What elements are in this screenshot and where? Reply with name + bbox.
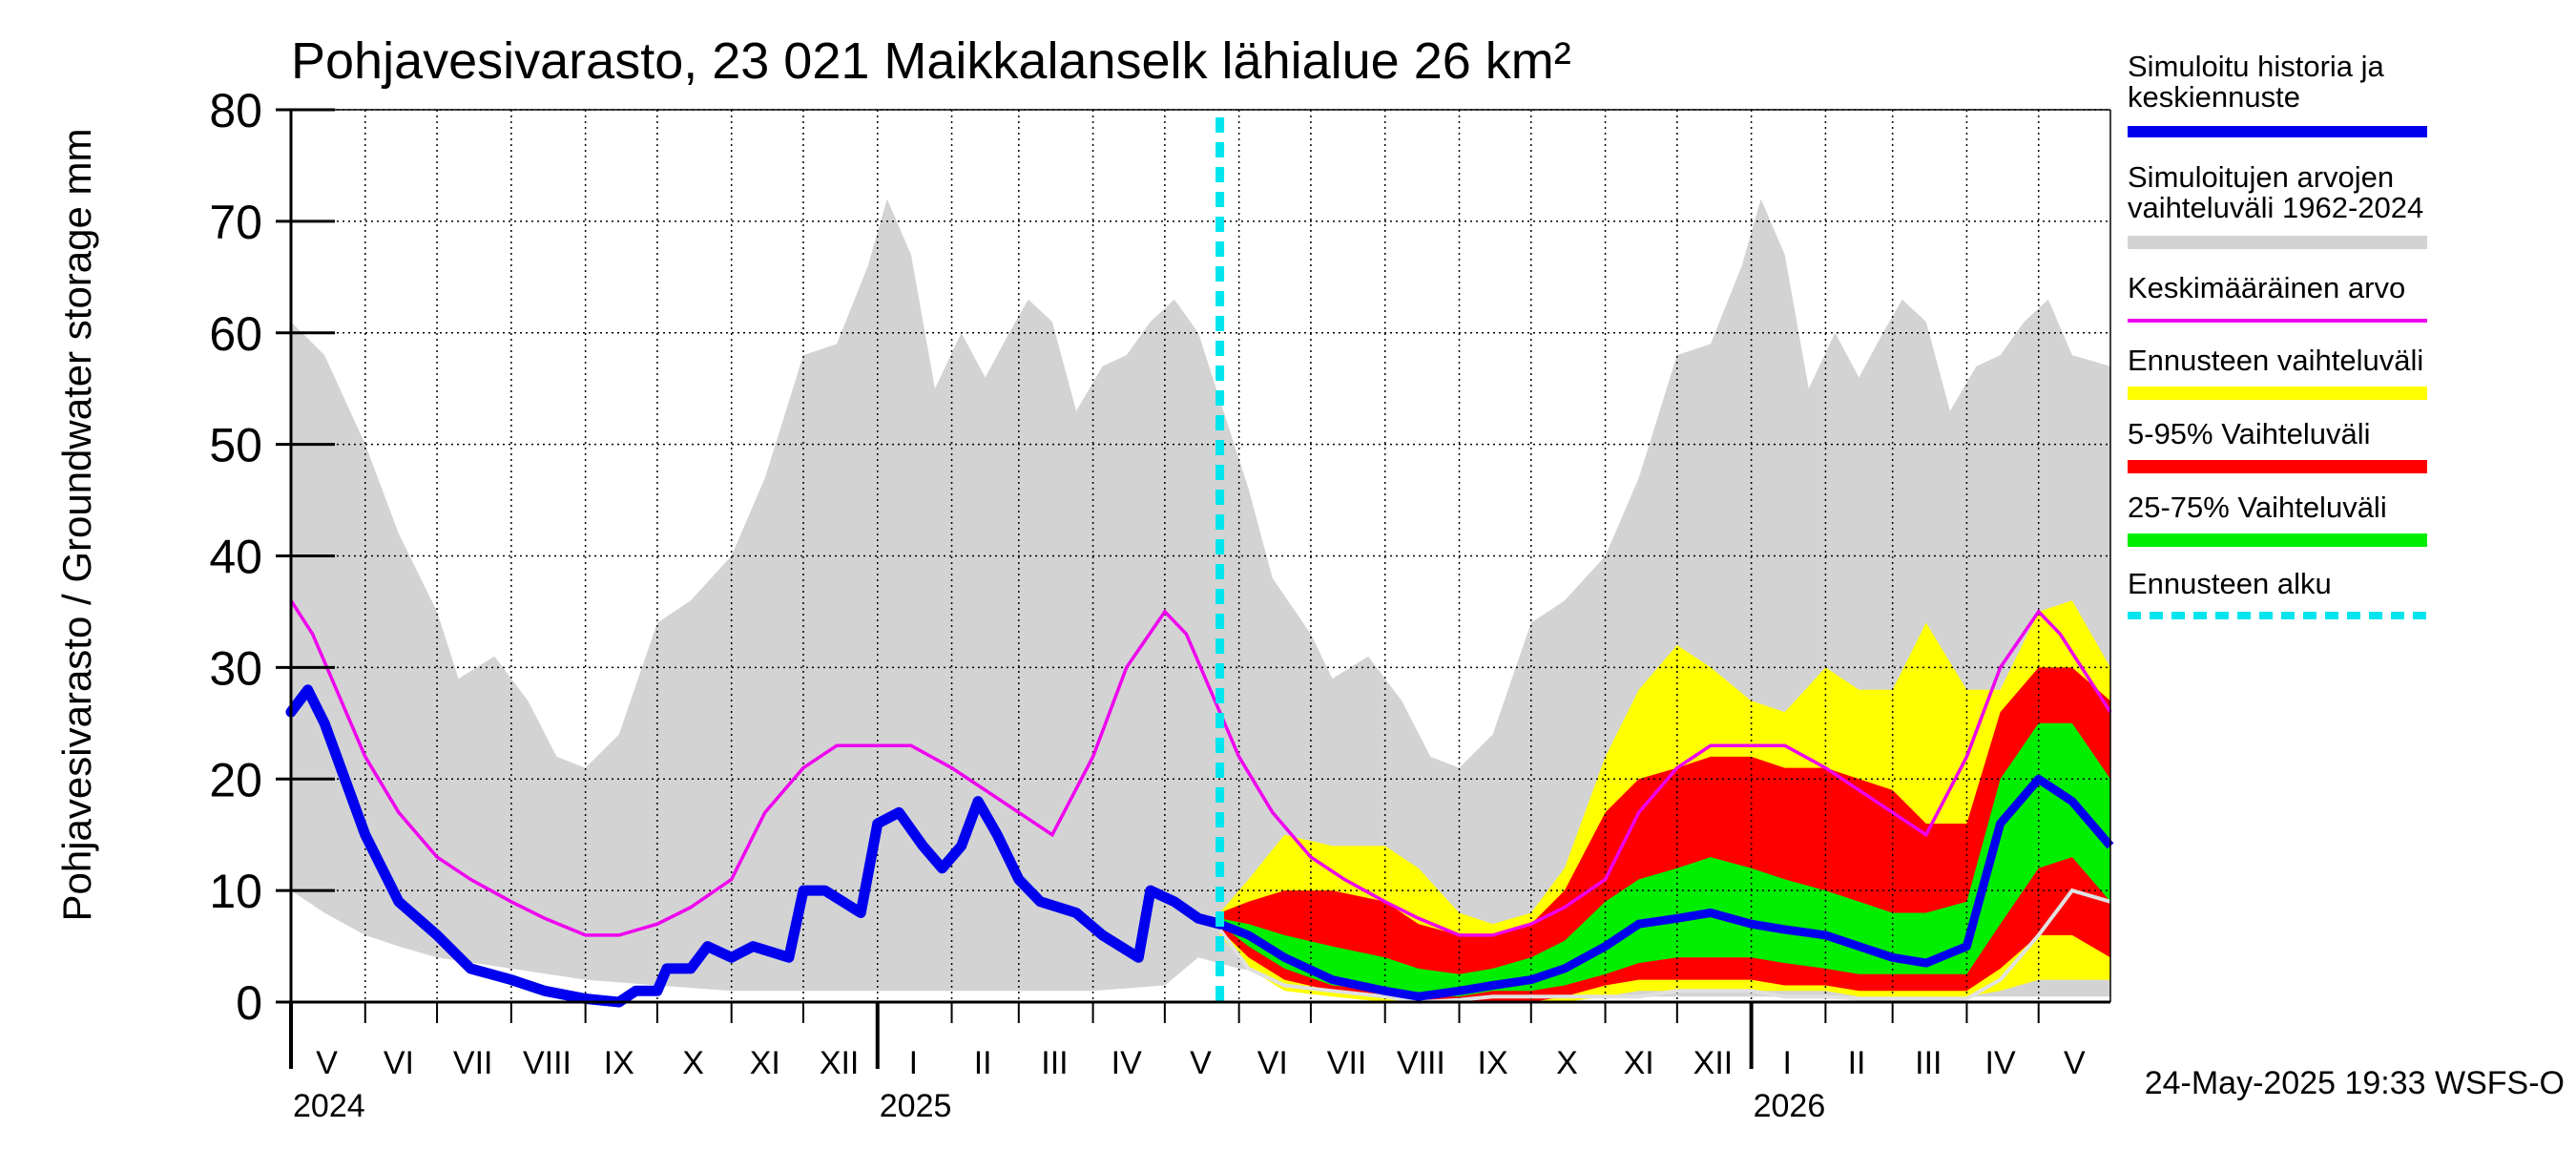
year-label: 2025 [880, 1088, 952, 1124]
legend-label-p25_75: 25-75% Vaihteluväli [2128, 491, 2387, 524]
month-label: II [974, 1045, 992, 1081]
month-label: VIII [523, 1045, 571, 1081]
month-label: III [1915, 1045, 1942, 1081]
legend-label-forecast_range: Ennusteen vaihteluväli [2128, 344, 2423, 377]
y-tick-label: 50 [209, 419, 262, 472]
legend-label-range: Simuloitujen arvojen [2128, 160, 2394, 194]
month-label: I [1783, 1045, 1792, 1081]
forecast-mean-line [1217, 774, 2114, 1001]
month-label: II [1848, 1045, 1866, 1081]
mean-line [289, 599, 2112, 937]
month-label: VI [1257, 1045, 1288, 1081]
month-label: V [2064, 1045, 2086, 1081]
legend-label-mean: Keskimääräinen arvo [2128, 271, 2405, 304]
month-label: V [316, 1045, 338, 1081]
y-axis-label: Pohjavesivarasto / Groundwater storage m… [54, 128, 99, 921]
month-label: XII [820, 1045, 860, 1081]
year-label: 2026 [1754, 1088, 1826, 1124]
y-tick-label: 70 [209, 196, 262, 249]
legend-label-history: keskiennuste [2128, 80, 2300, 114]
y-tick-label: 0 [236, 976, 262, 1030]
month-label: V [1190, 1045, 1212, 1081]
chart-title: Pohjavesivarasto, 23 021 Maikkalanselk l… [291, 32, 1571, 90]
month-label: X [682, 1045, 704, 1081]
month-label: X [1556, 1045, 1578, 1081]
legend-label-history: Simuloitu historia ja [2128, 50, 2385, 83]
legend-label-p5_95: 5-95% Vaihteluväli [2128, 417, 2370, 450]
plot-bands [291, 199, 2110, 1002]
month-label: IX [604, 1045, 634, 1081]
forecast-low-line [1217, 888, 2111, 1005]
y-tick-label: 20 [209, 753, 262, 806]
month-label: VII [1327, 1045, 1367, 1081]
legend-label-range: vaihteluväli 1962-2024 [2128, 191, 2423, 224]
y-tick-label: 30 [209, 641, 262, 695]
month-label: VIII [1397, 1045, 1445, 1081]
y-tick-label: 80 [209, 84, 262, 137]
month-label: XI [1624, 1045, 1654, 1081]
month-label: XII [1693, 1045, 1734, 1081]
p25-75-band [1219, 722, 2110, 997]
month-label: I [909, 1045, 918, 1081]
legend-label-forecast_start: Ennusteen alku [2128, 567, 2332, 600]
month-label: VI [384, 1045, 414, 1081]
month-label: VII [453, 1045, 493, 1081]
y-tick-label: 60 [209, 307, 262, 361]
month-label: III [1041, 1045, 1068, 1081]
y-tick-label: 40 [209, 531, 262, 584]
history-line [285, 684, 1226, 1008]
plot-lines [285, 117, 2114, 1008]
month-label: IX [1478, 1045, 1508, 1081]
month-label: XI [750, 1045, 780, 1081]
footer-timestamp: 24-May-2025 19:33 WSFS-O [2145, 1065, 2565, 1101]
month-label: IV [1985, 1045, 2016, 1081]
year-label: 2024 [293, 1088, 365, 1124]
y-tick-label: 10 [209, 865, 262, 918]
month-label: IV [1111, 1045, 1142, 1081]
